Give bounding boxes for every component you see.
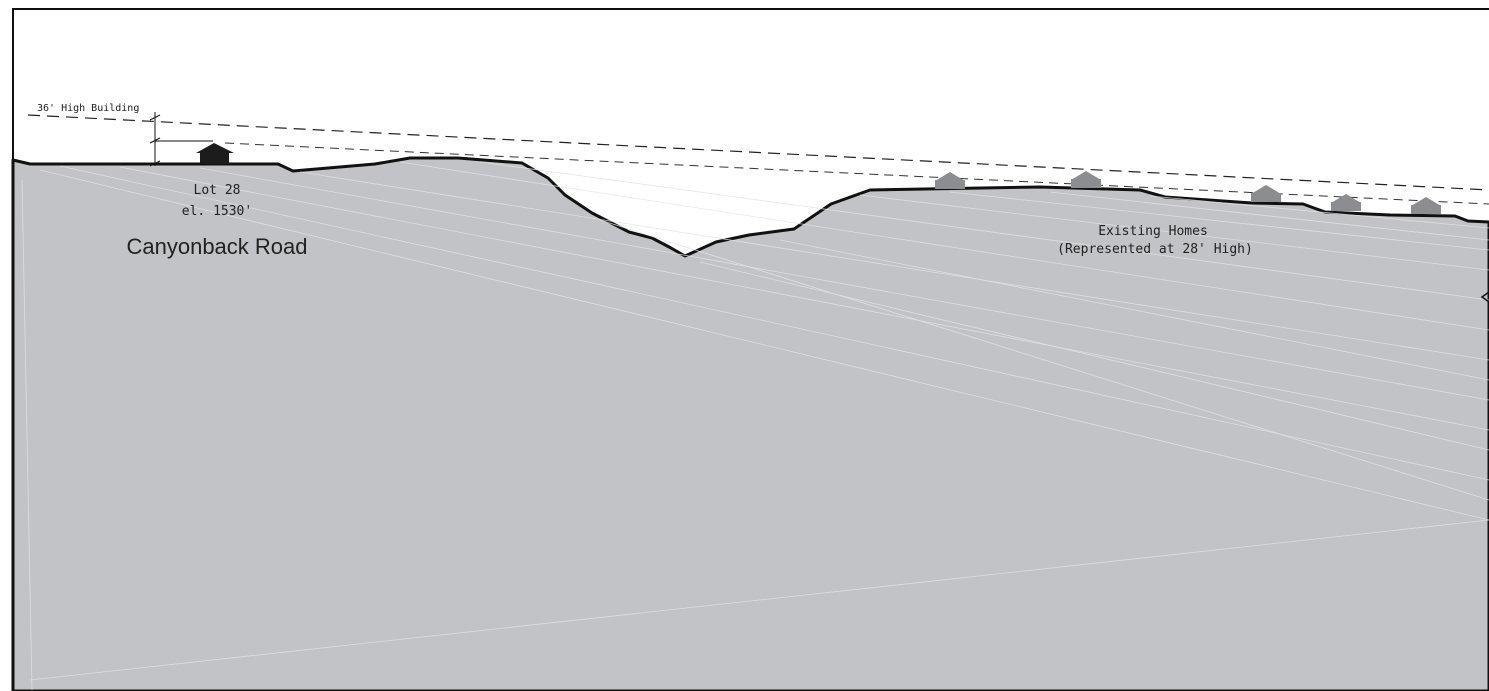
terrain-hatching [21,161,1489,691]
lot-label: Lot 28 [194,183,241,198]
elevation-label: el. 1530' [182,204,252,219]
existing-homes-label: Existing Homes [1098,224,1208,239]
edge-marker-icon [1480,291,1489,303]
road-label: Canyonback Road [126,234,307,259]
existing-home-icon [1411,197,1441,214]
sight-line-upper [27,114,1489,191]
proposed-building-icon [196,143,234,164]
existing-homes-note: (Represented at 28' High) [1057,242,1253,257]
building-height-label: 36' High Building [37,103,139,114]
terrain-profile [11,156,1489,691]
existing-home-icon [935,172,965,189]
existing-home-icon [1071,171,1101,188]
existing-home-icon [1251,185,1281,202]
existing-home-icon [1331,194,1361,211]
building-height-dimension [149,112,213,167]
